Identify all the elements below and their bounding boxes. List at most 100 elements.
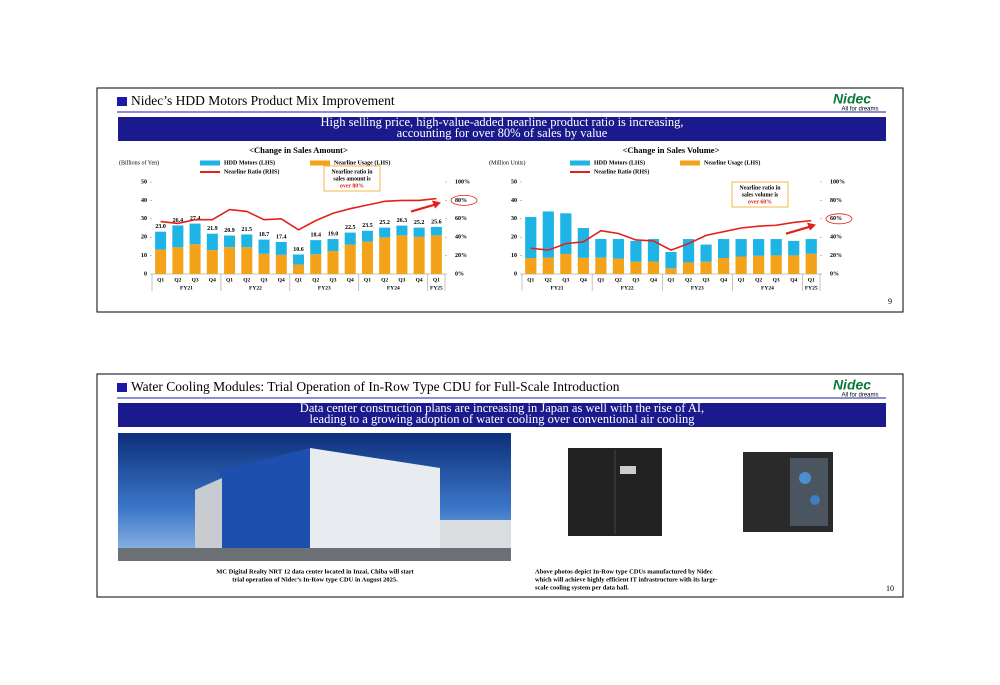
headline: High selling price, high-value-added nea… (320, 115, 683, 129)
total-label: 23.5 (362, 223, 373, 229)
x-tick-label: Q1 (157, 277, 164, 283)
x-group-label: FY22 (621, 285, 634, 291)
chart-title: <Change in Sales Volume> (623, 145, 720, 155)
total-label: 21.5 (242, 227, 253, 233)
title-bullet (117, 383, 127, 392)
x-group-label: FY24 (387, 285, 400, 291)
bar-segment (155, 249, 167, 274)
x-group-label: FY22 (249, 285, 262, 291)
bar-segment (735, 256, 747, 274)
x-group-label: FY23 (691, 285, 704, 291)
bar-segment (189, 244, 201, 274)
headline: leading to a growing adoption of water c… (310, 412, 696, 426)
total-label: 25.2 (379, 220, 390, 226)
photo-ground (118, 548, 511, 561)
legend-label: Nearline Usage (LHS) (334, 159, 390, 166)
building-white (310, 448, 440, 548)
bar-segment (206, 233, 218, 251)
bar-segment (206, 250, 218, 274)
logo-name: Nidec (833, 377, 871, 393)
x-tick-label: Q1 (433, 277, 440, 283)
bar-segment (665, 268, 677, 274)
bar-segment (292, 264, 305, 274)
bar-segment (700, 244, 712, 262)
total-label: 26.3 (397, 218, 408, 224)
y2-tick-label: 100% (455, 179, 470, 185)
y2-tick-label: 0% (830, 271, 839, 277)
y-tick-label: 40 (141, 198, 147, 204)
bar-segment (525, 216, 537, 258)
bar-segment (682, 262, 695, 274)
annotation-box (731, 181, 789, 208)
legend-label: HDD Motors (LHS) (224, 159, 275, 166)
total-label: 26.4 (173, 218, 184, 224)
bar-segment (344, 232, 356, 245)
x-tick-label: Q2 (685, 277, 692, 283)
x-tick-label: Q2 (615, 277, 622, 283)
bar-segment (682, 239, 695, 263)
x-tick-label: Q1 (226, 277, 233, 283)
x-tick-label: Q3 (632, 277, 639, 283)
bar-segment (595, 257, 607, 274)
bar-segment (361, 230, 373, 242)
x-tick-label: Q2 (545, 277, 552, 283)
bar-segment (595, 239, 607, 258)
bar-segment (647, 261, 660, 274)
legend-label: Nearline Usage (LHS) (704, 159, 760, 166)
cdu-internals (790, 458, 828, 526)
caption: which will achieve highly efficient IT i… (535, 576, 718, 583)
y-tick-label: 10 (511, 253, 517, 259)
total-label: 22.5 (345, 225, 356, 231)
total-label: 18.7 (259, 232, 270, 238)
bar-segment (224, 235, 236, 248)
y-tick-label: 20 (141, 235, 147, 241)
headline: Data center construction plans are incre… (300, 401, 704, 415)
annotation: Nearline ratio in (332, 169, 374, 175)
bar-segment (577, 228, 589, 258)
bar-segment (612, 258, 625, 274)
bar-segment (542, 211, 554, 258)
bar-segment (396, 225, 408, 236)
x-tick-label: Q2 (312, 277, 319, 283)
y2-tick-label: 20% (455, 253, 467, 259)
bar-segment (770, 239, 782, 256)
bar-segment (753, 239, 765, 256)
bar-segment (413, 227, 425, 237)
y2-tick-label: 20% (830, 253, 842, 259)
bar-segment (430, 235, 442, 274)
bar-segment (258, 253, 270, 274)
y-tick-label: 0 (144, 271, 147, 277)
bar-segment (327, 251, 339, 274)
bar-segment (292, 254, 305, 265)
headline-banner (118, 403, 886, 427)
total-label: 25.6 (431, 219, 442, 225)
total-label: 19.0 (328, 231, 339, 237)
x-tick-label: Q1 (808, 277, 815, 283)
bar-segment (612, 239, 625, 259)
bar-segment (275, 241, 287, 255)
logo: Nidec All for dreams (833, 377, 879, 399)
logo-tagline: All for dreams (841, 393, 878, 399)
bar-segment (717, 239, 730, 258)
annotation: over 80% (340, 183, 364, 189)
x-group-label: FY21 (551, 285, 564, 291)
x-tick-label: Q3 (562, 277, 569, 283)
building-blue (220, 448, 310, 548)
bar-segment (189, 223, 201, 245)
y-tick-label: 50 (141, 179, 147, 185)
x-tick-label: Q3 (703, 277, 710, 283)
highlight-circle (825, 213, 853, 225)
bar-segment (430, 226, 442, 236)
bar-segment (344, 244, 356, 274)
bar-segment (396, 235, 408, 274)
y-tick-label: 30 (511, 216, 517, 222)
x-tick-label: Q2 (243, 277, 250, 283)
y2-tick-label: 60% (830, 216, 842, 222)
x-tick-label: Q3 (261, 277, 268, 283)
headline: accounting for over 80% of sales by valu… (397, 126, 608, 140)
y2-tick-label: 80% (830, 198, 842, 204)
cdu-pump (799, 472, 811, 484)
bar-segment (327, 239, 339, 251)
bar-segment (361, 241, 373, 274)
